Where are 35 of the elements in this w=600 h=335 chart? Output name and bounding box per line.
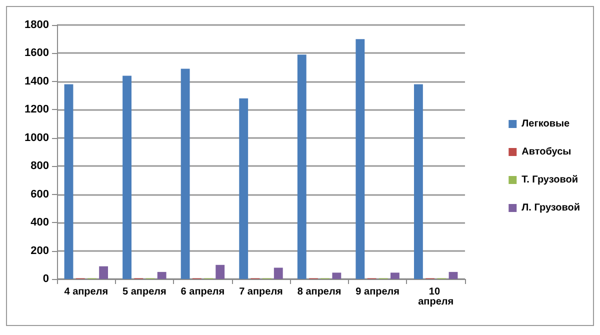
bar	[157, 272, 166, 279]
y-tick-label: 0	[42, 273, 49, 285]
legend-label: Т. Грузовой	[522, 174, 578, 186]
y-tick-label: 1200	[24, 104, 49, 116]
bar	[180, 68, 190, 279]
x-tick-label: 4 апреля	[64, 286, 108, 298]
bar	[99, 266, 108, 279]
x-tick-label: 5 апреля	[122, 286, 166, 298]
bar	[414, 84, 423, 279]
bar	[390, 272, 400, 279]
legend-label: Автобусы	[522, 146, 572, 158]
y-tick-label: 1000	[24, 132, 49, 144]
bar	[332, 272, 342, 279]
legend-label: Легковые	[522, 118, 570, 130]
y-tick-label: 1800	[24, 19, 49, 31]
bar	[448, 272, 458, 279]
x-tick-label: 7 апреля	[239, 286, 284, 298]
y-tick-label: 600	[30, 188, 49, 200]
bar	[64, 84, 74, 279]
y-tick-label: 1600	[24, 47, 49, 60]
bar	[356, 39, 365, 279]
y-tick-label: 800	[30, 160, 49, 172]
x-tick-label: 9 апреля	[356, 286, 400, 298]
x-tick-label: 6 апреля	[180, 286, 225, 298]
legend-label: Л. Грузовой	[522, 202, 580, 214]
bar	[274, 268, 283, 279]
y-tick-label: 200	[30, 244, 49, 257]
bar	[122, 76, 132, 279]
bar	[239, 98, 248, 279]
bar	[216, 264, 225, 279]
y-tick-label: 400	[30, 216, 49, 229]
x-tick-label: 10 апреля	[418, 286, 454, 308]
x-tick-label: 8 апреля	[297, 286, 342, 298]
bar	[297, 54, 306, 279]
y-tick-label: 1400	[24, 75, 49, 88]
